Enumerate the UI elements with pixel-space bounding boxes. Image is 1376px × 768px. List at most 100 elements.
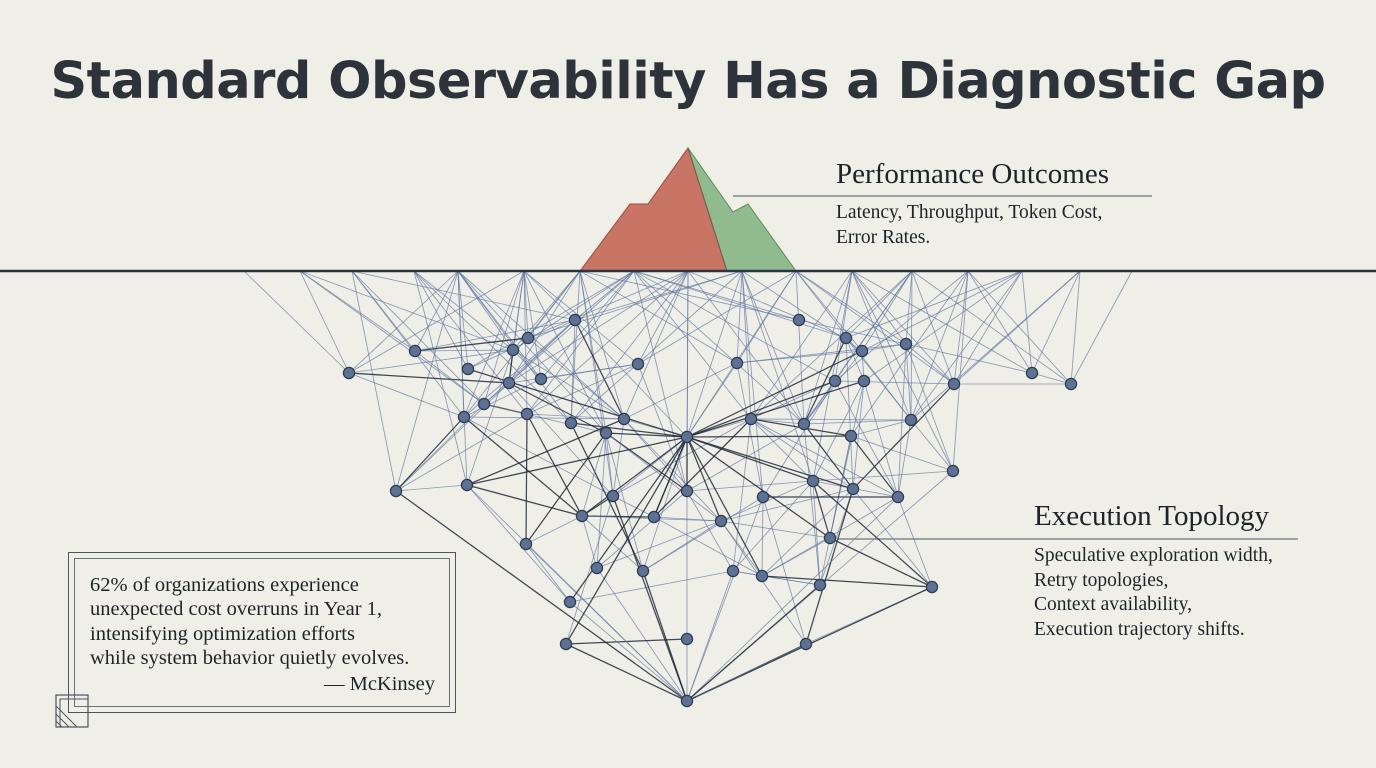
network-node	[408, 344, 422, 358]
network-node	[636, 564, 650, 578]
network-edge	[750, 270, 913, 420]
network-edge	[351, 270, 465, 418]
network-edge	[911, 270, 1072, 385]
network-edge	[905, 343, 955, 385]
network-edge	[686, 490, 734, 572]
network-edge	[463, 416, 625, 420]
network-node	[925, 580, 939, 594]
network-edge	[596, 520, 722, 569]
network-node	[947, 377, 961, 391]
network-edge	[463, 270, 525, 418]
network-node	[342, 366, 356, 380]
network-edge	[413, 270, 469, 370]
network-edge	[910, 270, 1023, 421]
quote-attribution: — McKinsey	[323, 673, 435, 695]
network-edge	[523, 270, 576, 321]
network-edge	[852, 380, 865, 490]
network-node	[1064, 377, 1078, 391]
network-edge	[905, 343, 912, 421]
network-edge	[686, 436, 722, 522]
network-edge	[653, 516, 763, 577]
network-edge	[414, 319, 576, 352]
network-edge	[851, 270, 955, 385]
network-edge	[581, 432, 607, 517]
network-edge	[686, 350, 863, 438]
network-edge	[845, 270, 1023, 339]
network-edge	[570, 270, 581, 424]
network-edge	[653, 436, 688, 518]
network-edge	[348, 270, 525, 374]
network-edge	[850, 435, 954, 472]
network-edge	[845, 337, 854, 490]
network-edge	[750, 418, 912, 421]
network-edge	[905, 343, 954, 472]
network-edge	[523, 270, 639, 365]
network-edge	[569, 436, 688, 603]
network-node	[617, 412, 631, 426]
performance-line: Error Rates.	[836, 226, 931, 248]
network-edge	[750, 418, 854, 490]
network-edge	[525, 413, 528, 545]
network-edge	[845, 337, 865, 382]
network-edge	[653, 516, 722, 522]
network-edge	[579, 270, 738, 364]
network-edge	[851, 270, 907, 345]
network-edge	[467, 319, 576, 370]
network-edge	[834, 380, 955, 385]
network-node	[534, 372, 548, 386]
network-edge	[851, 270, 954, 472]
network-edge	[351, 270, 485, 405]
network-edge	[523, 270, 529, 339]
network-edge	[741, 270, 752, 420]
network-edge	[612, 495, 688, 702]
network-edge	[623, 418, 722, 522]
network-edge	[686, 643, 807, 702]
network-edge	[623, 270, 689, 420]
peak-left-face	[579, 146, 728, 272]
network-node	[680, 694, 694, 708]
network-edge	[850, 435, 899, 498]
network-edge	[413, 270, 468, 486]
network-edge	[761, 496, 764, 577]
network-node	[477, 397, 491, 411]
network-edge	[508, 270, 635, 384]
network-edge	[395, 484, 468, 492]
network-edge	[861, 270, 1023, 352]
network-node	[756, 490, 770, 504]
performance-heading: Performance Outcomes	[836, 158, 1109, 190]
network-edge	[812, 480, 933, 588]
network-edge	[803, 337, 847, 425]
network-edge	[819, 435, 852, 586]
network-edge	[686, 435, 852, 438]
network-node	[904, 413, 918, 427]
network-edge	[741, 270, 805, 425]
network-edge	[761, 575, 821, 586]
network-edge	[612, 495, 655, 518]
network-edge	[851, 270, 912, 421]
network-edge	[351, 270, 576, 321]
network-edge	[686, 584, 821, 702]
network-edge	[852, 488, 933, 588]
network-edge	[633, 270, 800, 321]
network-edge	[508, 270, 581, 384]
network-node	[857, 374, 871, 388]
network-node	[647, 510, 661, 524]
network-edge	[457, 270, 514, 351]
network-edge	[523, 270, 607, 434]
network-edge	[527, 270, 689, 339]
network-edge	[581, 436, 688, 517]
network-edge	[653, 418, 752, 518]
network-node	[828, 374, 842, 388]
network-edge	[526, 413, 583, 517]
execution-line: Retry topologies,	[1034, 569, 1169, 591]
network-edge	[967, 270, 1033, 374]
network-edge	[905, 343, 1033, 374]
network-edge	[750, 418, 805, 425]
network-edge	[851, 270, 1033, 374]
network-node	[520, 407, 534, 421]
network-edge	[579, 270, 614, 497]
network-edge	[413, 270, 514, 351]
quote-text: 62% of organizations experience unexpect…	[90, 573, 450, 670]
network-edge	[1031, 372, 1072, 385]
quote-line: unexpected cost overruns in Year 1,	[90, 598, 383, 621]
